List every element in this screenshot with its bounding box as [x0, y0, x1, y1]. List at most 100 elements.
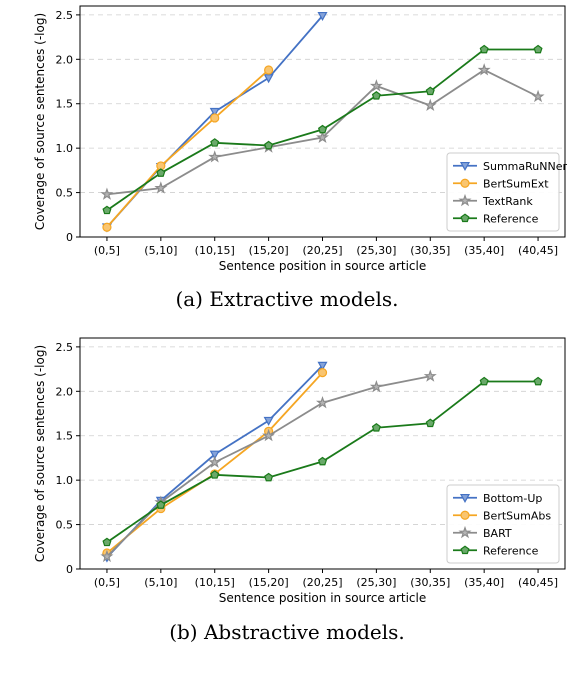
x-tick-label: (5,10]	[144, 576, 177, 589]
series-bart	[100, 369, 437, 563]
x-tick-label: (20,25]	[302, 244, 342, 257]
data-point	[210, 138, 220, 147]
y-tick-label: 1.5	[56, 98, 74, 111]
legend-marker	[460, 510, 470, 520]
y-axis-label: Coverage of source sentences (-log)	[33, 13, 47, 230]
x-tick-label: (0,5]	[94, 576, 120, 589]
x-tick-label: (0,5]	[94, 244, 120, 257]
data-point	[210, 470, 220, 479]
legend: Bottom-Up BertSumAbs BART Reference	[446, 484, 560, 564]
y-tick-label: 0.5	[56, 519, 74, 532]
legend-marker	[460, 178, 470, 188]
legend-marker	[460, 545, 470, 555]
legend-label: BertSumExt	[483, 177, 549, 190]
series-bertsumext	[102, 65, 274, 232]
legend-marker	[459, 493, 471, 503]
data-point	[477, 63, 491, 76]
data-point	[208, 150, 222, 163]
data-point	[317, 361, 328, 371]
data-point	[264, 65, 274, 75]
data-point	[264, 140, 274, 150]
legend-marker	[458, 525, 472, 539]
data-point	[479, 376, 489, 386]
legend: SummaRuNNer BertSumExt TextRank Reference	[446, 152, 567, 232]
y-tick-label: 1.0	[56, 142, 74, 155]
x-tick-label: (10,15]	[195, 244, 235, 257]
x-tick-label: (25,30]	[356, 576, 396, 589]
abstractive-chart-caption: (b) Abstractive models.	[169, 620, 405, 644]
legend-box	[446, 484, 560, 564]
series-line	[106, 375, 431, 558]
x-tick-label: (20,25]	[302, 576, 342, 589]
legend-item: BertSumAbs	[453, 509, 551, 522]
data-point	[208, 455, 222, 468]
data-point	[425, 418, 435, 428]
x-tick-label: (25,30]	[356, 244, 396, 257]
data-point	[369, 380, 383, 393]
data-point	[209, 450, 220, 460]
x-tick-label: (30,35]	[410, 576, 450, 589]
data-point	[316, 396, 329, 409]
data-point	[100, 549, 114, 563]
data-point	[102, 222, 112, 232]
legend-item: Reference	[453, 212, 539, 225]
data-point	[264, 472, 274, 482]
data-point	[317, 124, 328, 134]
data-point	[316, 130, 329, 144]
legend-label: Reference	[483, 544, 539, 557]
data-point	[262, 428, 276, 442]
data-point	[209, 107, 220, 117]
series-reference	[102, 44, 543, 215]
y-tick-label: 2.0	[56, 385, 74, 398]
x-tick-label: (35,40]	[464, 244, 504, 257]
plot-frame	[79, 337, 566, 570]
extractive-chart-panel: 0 0.5 1.0 1.5 2.0 2.5 (0,5] (5,10] (10,15] (15,20…	[0, 0, 574, 273]
data-point	[210, 113, 220, 123]
legend-label: BertSumAbs	[483, 509, 551, 522]
legend-label: Bottom-Up	[483, 492, 542, 505]
data-point	[102, 537, 112, 547]
series-line	[106, 69, 270, 228]
legend-label: SummaRuNNer	[483, 160, 567, 173]
x-tick-label: (15,20]	[249, 244, 289, 257]
data-point	[100, 187, 114, 200]
data-point	[154, 181, 168, 194]
x-axis-label: Sentence position in source article	[219, 591, 427, 605]
legend-box	[446, 152, 560, 232]
x-tick-label: (40,45]	[518, 576, 558, 589]
data-point	[425, 86, 435, 96]
extractive-chart-caption: (a) Extractive models.	[175, 287, 399, 311]
legend-marker	[458, 193, 472, 207]
y-tick-label: 2.5	[56, 341, 74, 354]
y-tick-label: 0	[66, 563, 73, 576]
x-tick-label: (30,35]	[410, 244, 450, 257]
y-tick-label: 0.5	[56, 187, 74, 200]
legend-item: Bottom-Up	[453, 492, 542, 505]
data-point	[533, 44, 543, 54]
extractive-chart: 0 0.5 1.0 1.5 2.0 2.5 (0,5] (5,10] (10,15] (15,20…	[33, 5, 567, 273]
legend-item: BART	[453, 525, 512, 540]
x-tick-label: (5,10]	[144, 244, 177, 257]
data-point	[369, 79, 383, 92]
data-point	[531, 89, 545, 103]
data-point	[423, 98, 437, 112]
data-point	[317, 11, 328, 22]
x-tick-label: (40,45]	[518, 244, 558, 257]
data-point	[371, 90, 381, 100]
data-point	[156, 500, 166, 509]
legend-item: BertSumExt	[453, 177, 549, 190]
legend-label: TextRank	[482, 195, 533, 208]
plot-frame	[79, 5, 566, 238]
data-point	[317, 456, 328, 466]
legend-item: SummaRuNNer	[453, 160, 567, 173]
data-point	[317, 368, 328, 378]
legend-label: BART	[483, 527, 512, 540]
data-point	[371, 422, 381, 432]
legend-item: Reference	[453, 544, 539, 557]
data-point	[156, 168, 166, 177]
abstractive-chart: 0 0.5 1.0 1.5 2.0 2.5 (0,5] (5,10] (10,15] (15,20…	[33, 337, 566, 605]
legend-item: TextRank	[453, 193, 533, 208]
legend-marker	[460, 213, 470, 223]
series-reference	[102, 376, 543, 547]
x-tick-label: (15,20]	[249, 576, 289, 589]
